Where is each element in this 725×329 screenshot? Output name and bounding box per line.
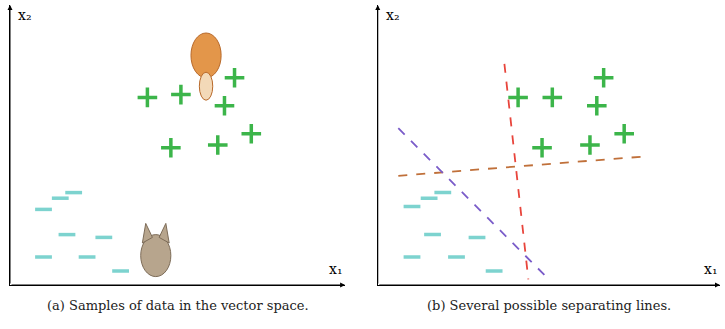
svg-text:(a) Samples of data in the vec: (a) Samples of data in the vector space. (47, 298, 309, 313)
svg-text:(b) Several possible separatin: (b) Several possible separating lines. (427, 298, 671, 313)
svg-text:x₁: x₁ (704, 261, 718, 277)
svg-text:x₁: x₁ (329, 261, 343, 277)
svg-text:x₂: x₂ (18, 7, 32, 23)
svg-text:x₂: x₂ (386, 7, 400, 23)
